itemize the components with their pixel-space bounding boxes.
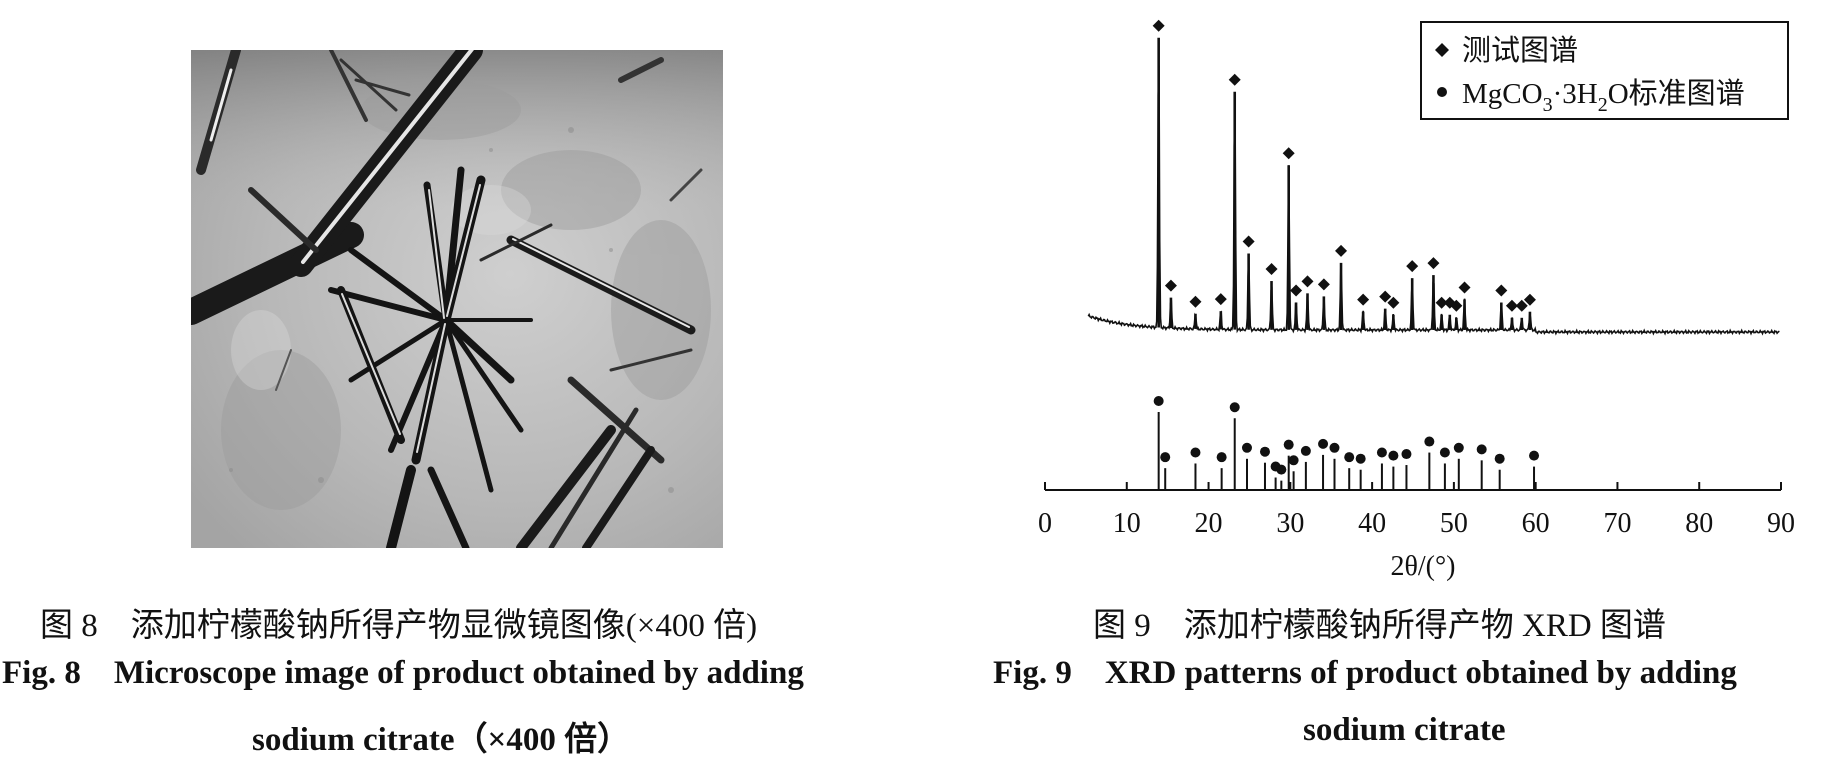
legend-entry-test: 测试图谱 — [1462, 34, 1578, 67]
x-tick-label: 40 — [1358, 508, 1386, 539]
test-peak-diamond — [1505, 299, 1518, 312]
test-peak-diamond — [1242, 235, 1255, 248]
test-peak-diamond — [1450, 299, 1463, 312]
standard-peak-circle — [1476, 444, 1487, 455]
figure9-caption-en-line2: sodium citrate — [1303, 712, 1506, 748]
standard-peak-circle — [1190, 447, 1201, 458]
test-peak-diamond — [1282, 147, 1295, 160]
figure8-label: Fig. 8 — [2, 655, 81, 691]
standard-peak-circle — [1453, 442, 1464, 453]
standard-peak-circle — [1529, 450, 1540, 461]
figure8-caption-en-line1: Fig. 8 Microscope image of product obtai… — [2, 655, 804, 692]
standard-peak-circle — [1288, 455, 1299, 466]
xrd-chart: 0 10 20 30 40 50 60 70 80 90 2θ/(°) 测试图谱 MgCO3·3H… — [1038, 19, 1795, 582]
standard-peak-circle — [1276, 464, 1287, 475]
x-axis: 0 10 20 30 40 50 60 70 80 90 — [1038, 482, 1795, 539]
legend-box — [1420, 21, 1789, 120]
figure9-caption-en-text: XRD patterns of product obtained by addi… — [1104, 655, 1737, 691]
x-tick-label: 70 — [1603, 508, 1631, 539]
test-peak-diamond — [1515, 299, 1528, 312]
test-peak-diamond — [1301, 275, 1314, 288]
test-peak-diamond — [1335, 244, 1348, 257]
test-peak-diamond — [1435, 296, 1448, 309]
standard-peak-circle — [1229, 402, 1240, 413]
x-tick-label: 90 — [1767, 508, 1795, 539]
standard-peak-circle — [1401, 449, 1412, 460]
standard-peak-circle — [1318, 438, 1329, 449]
test-peak-diamond — [1164, 279, 1177, 292]
test-peak-diamond — [1290, 284, 1303, 297]
figure8-caption-en-text: Microscope image of product obtained by … — [113, 655, 804, 691]
x-tick-label: 60 — [1522, 508, 1550, 539]
test-pattern-series — [1087, 19, 1780, 336]
legend-entry-standard: MgCO3·3H2O标准图谱 — [1462, 77, 1745, 116]
figure8-caption-zh: 图 8 添加柠檬酸钠所得产物显微镜图像(×400 倍) — [40, 608, 758, 644]
x-tick-label: 20 — [1195, 508, 1223, 539]
standard-peak-circle — [1153, 396, 1164, 406]
standard-peak-circle — [1300, 445, 1311, 456]
test-peak-diamond — [1357, 293, 1370, 306]
test-peak-diamond — [1495, 284, 1508, 297]
test-peak-diamond — [1443, 296, 1456, 309]
test-peak-diamond — [1427, 257, 1440, 270]
test-peak-diamond — [1317, 278, 1330, 291]
standard-peak-circle — [1439, 447, 1450, 458]
test-peak-diamond — [1265, 263, 1278, 276]
x-tick-label: 50 — [1440, 508, 1468, 539]
figure8-caption-en-line2: sodium citrate（×400 倍） — [252, 722, 631, 758]
test-peak-diamond — [1214, 293, 1227, 306]
standard-peak-circle — [1344, 452, 1355, 463]
standard-peak-circle — [1355, 453, 1366, 464]
standard-pattern-series — [1153, 396, 1540, 490]
test-peak-diamond — [1189, 295, 1202, 308]
test-peak-diamond — [1458, 281, 1471, 294]
x-tick-label: 10 — [1113, 508, 1141, 539]
test-peak-diamond — [1406, 260, 1419, 273]
standard-peak-circle — [1329, 442, 1340, 453]
x-tick-label: 30 — [1276, 508, 1304, 539]
standard-peak-circle — [1259, 446, 1270, 457]
legend-diamond-marker — [1435, 43, 1449, 57]
x-axis-label: 2θ/(°) — [1390, 551, 1455, 582]
test-peak-diamond — [1523, 293, 1536, 306]
legend-circle-marker — [1437, 87, 1447, 97]
figure9-caption-en-line1: Fig. 9 XRD patterns of product obtained … — [993, 655, 1737, 692]
legend: 测试图谱 MgCO3·3H2O标准图谱 — [1420, 21, 1789, 120]
standard-peak-circle — [1424, 436, 1435, 447]
figure9-label: Fig. 9 — [993, 655, 1072, 691]
standard-peak-circle — [1494, 453, 1505, 464]
x-tick-label: 80 — [1685, 508, 1713, 539]
standard-peak-circle — [1241, 442, 1252, 453]
test-peak-diamond — [1379, 290, 1392, 303]
standard-peak-circle — [1160, 452, 1171, 463]
test-peak-diamond — [1228, 73, 1241, 86]
standard-peak-circle — [1283, 439, 1294, 450]
test-peak-diamond — [1152, 19, 1165, 32]
standard-peak-circle — [1388, 450, 1399, 461]
test-peak-diamond — [1387, 296, 1400, 309]
x-tick-label: 0 — [1038, 508, 1052, 539]
standard-peak-circle — [1216, 452, 1227, 463]
figure9-caption-zh: 图 9 添加柠檬酸钠所得产物 XRD 图谱 — [1093, 608, 1666, 644]
standard-peak-circle — [1376, 447, 1387, 458]
microscope-image — [191, 50, 723, 548]
